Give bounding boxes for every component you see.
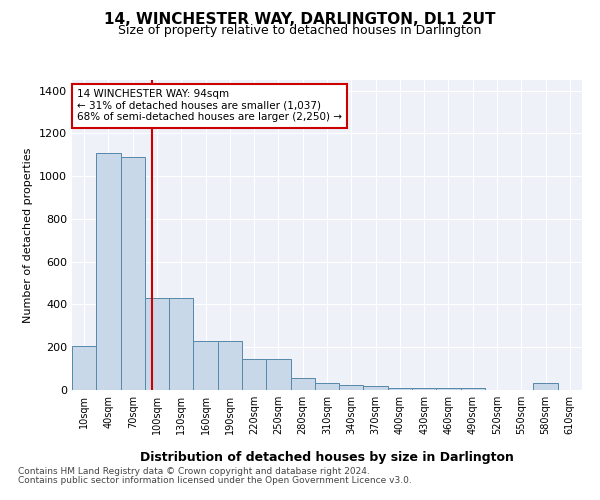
Text: Distribution of detached houses by size in Darlington: Distribution of detached houses by size … [140, 451, 514, 464]
Bar [315, 382, 339, 390]
Bar [72, 346, 96, 390]
Bar [96, 152, 121, 390]
Text: Size of property relative to detached houses in Darlington: Size of property relative to detached ho… [118, 24, 482, 37]
Bar [339, 384, 364, 390]
Text: 14, WINCHESTER WAY, DARLINGTON, DL1 2UT: 14, WINCHESTER WAY, DARLINGTON, DL1 2UT [104, 12, 496, 28]
Bar [290, 378, 315, 390]
Text: 14 WINCHESTER WAY: 94sqm
← 31% of detached houses are smaller (1,037)
68% of sem: 14 WINCHESTER WAY: 94sqm ← 31% of detach… [77, 90, 342, 122]
Bar [242, 359, 266, 390]
Bar [145, 298, 169, 390]
Text: Contains HM Land Registry data © Crown copyright and database right 2024.: Contains HM Land Registry data © Crown c… [18, 467, 370, 476]
Bar [266, 359, 290, 390]
Bar [412, 388, 436, 390]
Bar [436, 388, 461, 390]
Bar [388, 388, 412, 390]
Bar [533, 382, 558, 390]
Bar [218, 341, 242, 390]
Bar [461, 388, 485, 390]
Bar [169, 298, 193, 390]
Bar [121, 157, 145, 390]
Text: Contains public sector information licensed under the Open Government Licence v3: Contains public sector information licen… [18, 476, 412, 485]
Y-axis label: Number of detached properties: Number of detached properties [23, 148, 34, 322]
Bar [193, 341, 218, 390]
Bar [364, 386, 388, 390]
